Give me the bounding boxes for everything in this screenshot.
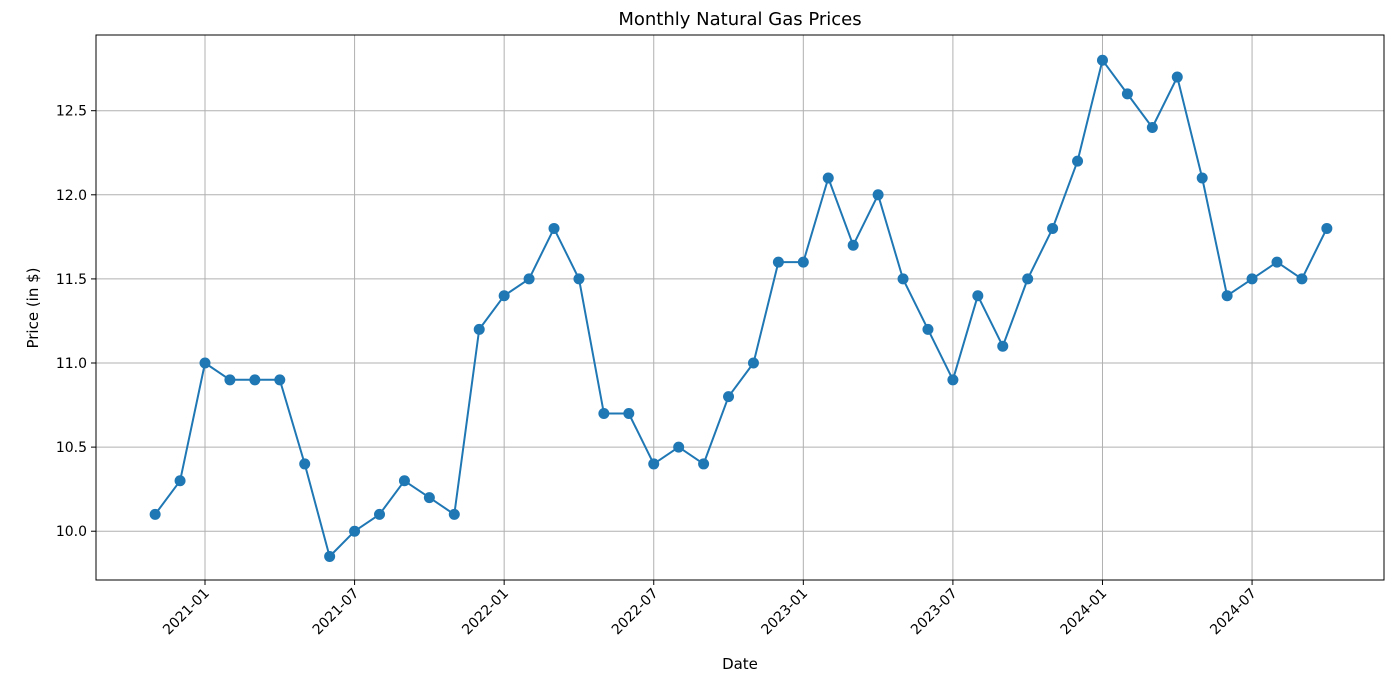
data-point [1096,54,1108,66]
data-point [1022,273,1034,285]
data-point [797,256,809,268]
data-point [1271,256,1283,268]
data-point [947,374,959,386]
data-point [922,323,934,335]
data-point [698,458,710,470]
grid-lines [96,35,1384,580]
chart-title: Monthly Natural Gas Prices [618,9,861,30]
y-tick-label: 10.5 [56,440,87,456]
y-tick-label: 12.5 [56,104,87,120]
data-point [349,525,361,537]
data-point [1171,71,1183,83]
data-point [673,441,685,453]
y-axis: 10.0 10.5 11.0 11.5 12.0 12.5 [56,104,96,540]
data-point [299,458,311,470]
data-point [847,239,859,251]
x-axis-label: Date [722,655,758,673]
data-point [723,391,735,403]
data-point [972,290,984,302]
data-point [274,374,286,386]
data-point [598,407,610,419]
data-point [199,357,211,369]
data-point [374,508,386,520]
data-point [473,323,485,335]
data-point [324,550,336,562]
y-axis-label: Price (in $) [24,267,42,348]
data-point [398,475,410,487]
data-point [174,475,186,487]
data-point [1321,222,1333,234]
data-point [1047,222,1059,234]
data-point [1296,273,1308,285]
series-layer [149,54,1333,562]
data-point [249,374,261,386]
data-point [149,508,161,520]
data-point [997,340,1009,352]
data-point [872,189,884,201]
series-line [154,59,1328,558]
data-point [897,273,909,285]
data-point [1121,88,1133,100]
data-point [448,508,460,520]
data-point [1146,122,1158,134]
data-point [822,172,834,184]
data-point [648,458,660,470]
data-point [1221,290,1233,302]
y-tick-label: 11.0 [56,356,87,372]
y-tick-label: 10.0 [56,524,87,540]
data-point [1196,172,1208,184]
data-point [573,273,585,285]
data-point [1246,273,1258,285]
data-point [623,407,635,419]
data-point [498,290,510,302]
y-tick-label: 11.5 [56,272,87,288]
data-point [548,222,560,234]
y-tick-label: 12.0 [56,188,87,204]
data-point [523,273,535,285]
data-point [224,374,236,386]
data-point [423,492,435,504]
data-point [747,357,759,369]
data-point [1072,155,1084,167]
plot-frame [95,34,1385,581]
data-point [772,256,784,268]
